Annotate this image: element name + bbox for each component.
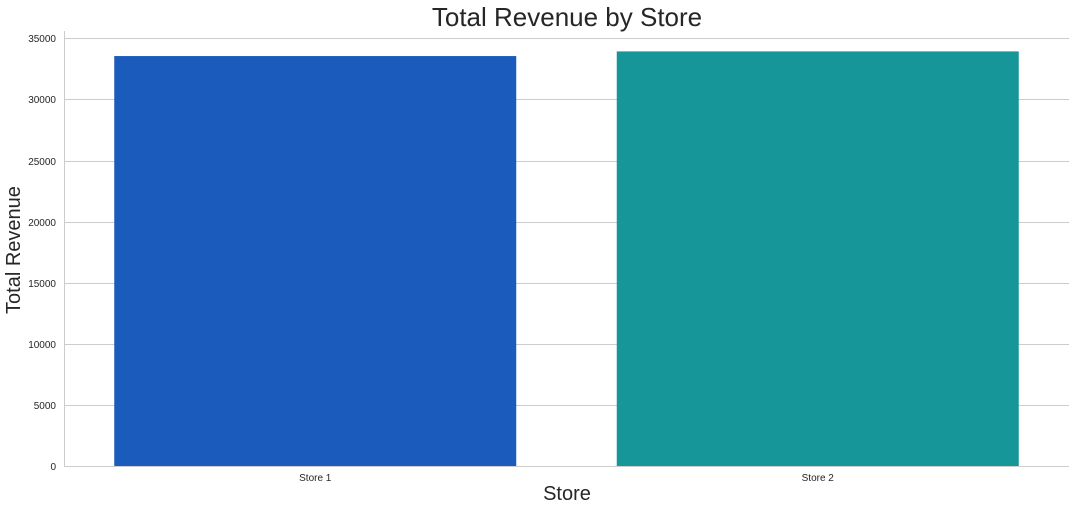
y-tick-label: 35000 (28, 34, 56, 45)
y-tick-label: 0 (50, 462, 56, 473)
x-tick-label: Store 1 (299, 473, 332, 484)
x-tick-label: Store 2 (802, 473, 835, 484)
y-tick-label: 15000 (28, 279, 56, 290)
x-tick-labels: Store 1 Store 2 (299, 473, 834, 484)
y-tick-label: 5000 (34, 401, 57, 412)
y-tick-label: 20000 (28, 218, 56, 229)
y-axis-label: Total Revenue (3, 186, 25, 314)
x-axis-label: Store (543, 483, 591, 505)
bars (114, 51, 1019, 467)
bar-store-2 (616, 51, 1019, 467)
y-tick-label: 10000 (28, 340, 56, 351)
bar-store-1 (114, 56, 517, 466)
y-tick-label: 30000 (28, 95, 56, 106)
y-tick-label: 25000 (28, 157, 56, 168)
chart-title: Total Revenue by Store (432, 2, 702, 32)
y-tick-labels: 0 5000 10000 15000 20000 25000 30000 35000 (28, 34, 56, 473)
